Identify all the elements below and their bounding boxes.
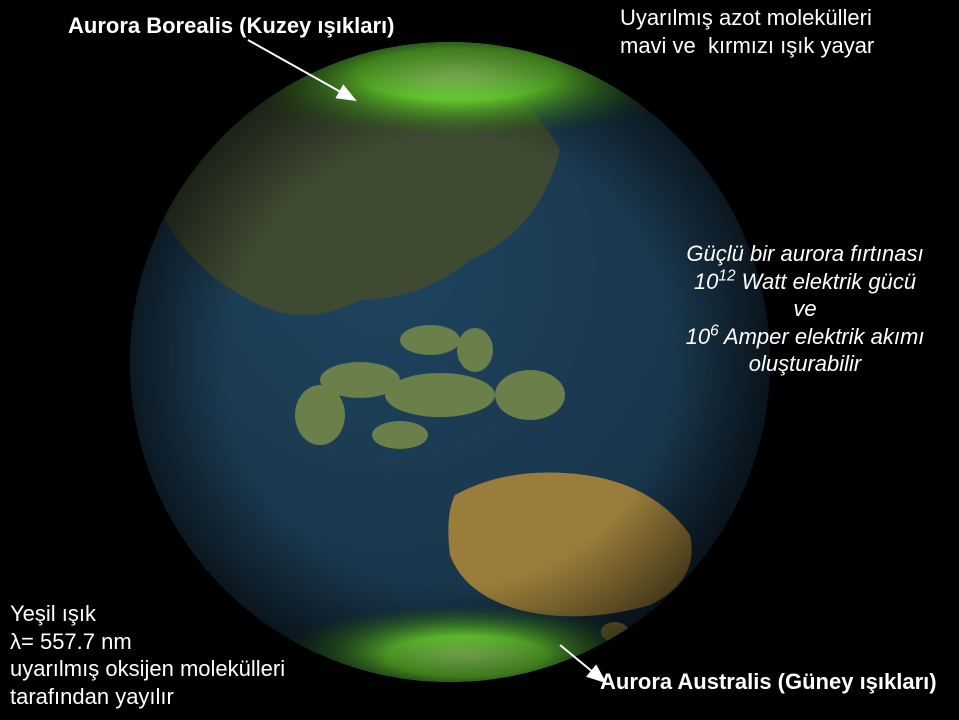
diagram-stage: Aurora Borealis (Kuzey ışıkları) Uyarılm… [0, 0, 959, 720]
label-green-oxygen: Yeşil ışıkλ= 557.7 nmuyarılmış oksijen m… [10, 600, 285, 710]
label-aurora-storm-power: Güçlü bir aurora fırtınası1012 Watt elek… [655, 240, 955, 378]
label-nitrogen-emission: Uyarılmış azot molekülleri mavi ve kırmı… [620, 4, 874, 59]
label-aurora-australis: Aurora Australis (Güney ışıkları) [600, 668, 937, 696]
label-aurora-borealis: Aurora Borealis (Kuzey ışıkları) [68, 12, 394, 40]
